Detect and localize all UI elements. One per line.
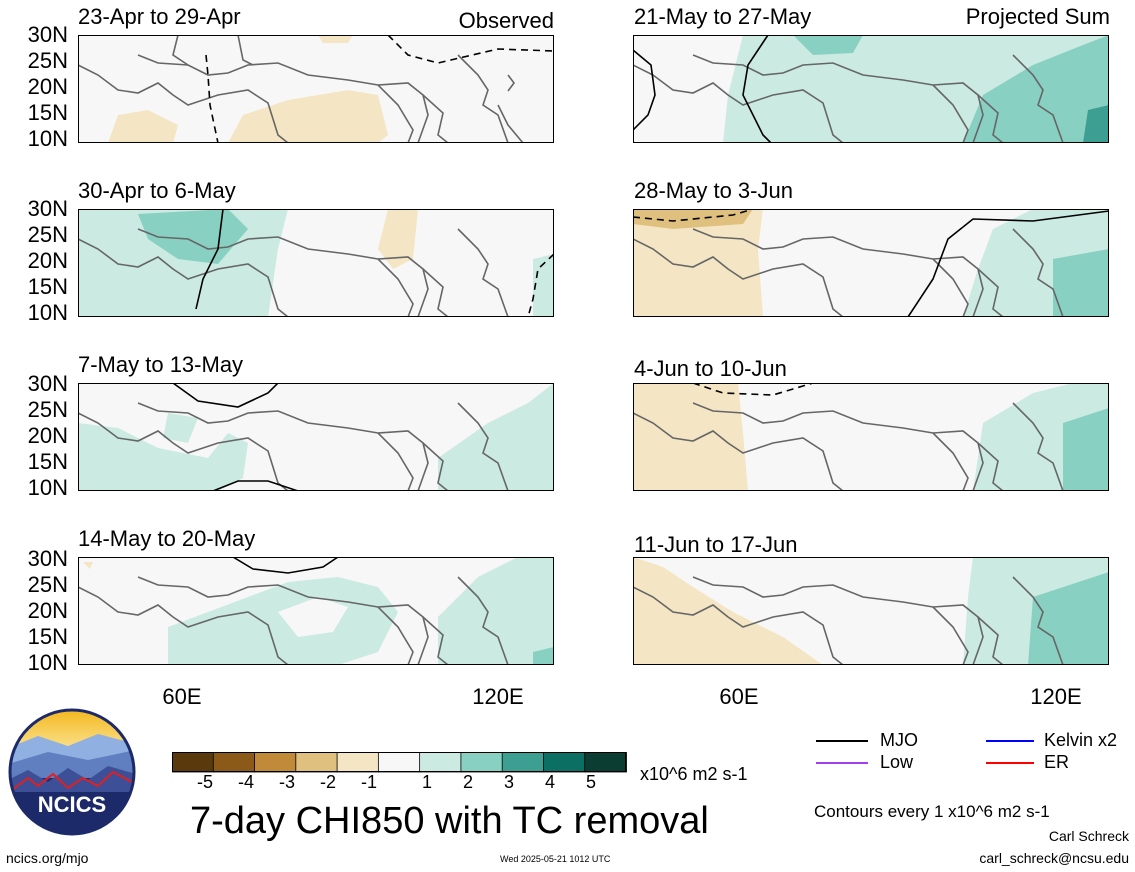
colorbar-tick: -2 [319, 772, 336, 792]
lat-label: 15N [27, 100, 68, 125]
colorbar-cell [377, 751, 421, 773]
lat-label: 15N [27, 624, 68, 649]
panel-tag-observed: Observed [458, 8, 554, 33]
lat-label: 30N [27, 196, 68, 221]
legend-item-er: ER [986, 752, 1126, 774]
legend-line-low [816, 762, 868, 764]
map-panel-8 [633, 557, 1109, 665]
legend-label-kelvin: Kelvin x2 [1044, 730, 1118, 750]
lat-label: 20N [27, 598, 68, 623]
colorbar-cell [212, 751, 256, 773]
legend-line-mjo [816, 740, 868, 742]
lat-label: 25N [27, 48, 68, 73]
colorbar-tick: -5 [196, 772, 213, 792]
panel-title-6: 28-May to 3-Jun [634, 178, 793, 203]
lat-label: 25N [27, 572, 68, 597]
map-panel-6 [633, 209, 1109, 317]
legend-line-er [986, 762, 1034, 764]
colorbar-tick: 3 [503, 772, 514, 792]
legend-label-mjo: MJO [880, 730, 918, 750]
panel-title-3: 7-May to 13-May [78, 352, 244, 377]
map-panel-3 [78, 383, 554, 491]
panel-tag-projected: Projected Sum [965, 4, 1110, 29]
lat-label: 30N [27, 22, 68, 47]
panel-title-7: 4-Jun to 10-Jun [634, 356, 787, 381]
legend-label-er: ER [1044, 752, 1070, 772]
colorbar-tick: -3 [278, 772, 295, 792]
lat-axis-row-3: 30N 25N 20N 15N 10N [6, 371, 68, 501]
lat-label: 30N [27, 371, 68, 396]
lat-label: 20N [27, 248, 68, 273]
map-panel-5 [633, 35, 1109, 143]
colorbar-cell [460, 751, 504, 773]
map-panel-2 [78, 209, 554, 317]
lat-label: 10N [27, 300, 68, 325]
colorbar-tick: 1 [421, 772, 432, 792]
colorbar-ticks: -5 -4 -3 -2 -1 1 2 3 4 5 [190, 772, 610, 796]
map-panel-7 [633, 383, 1109, 491]
lat-axis-row-4: 30N 25N 20N 15N 10N [6, 546, 68, 676]
colorbar-units: x10^6 m2 s-1 [640, 764, 748, 784]
colorbar-cell [501, 751, 545, 773]
lon-label-120e-left: 120E [472, 684, 524, 709]
colorbar-cell [295, 751, 338, 773]
legend-item-mjo: MJO [816, 730, 956, 752]
map-panel-4 [78, 557, 554, 665]
lat-label: 25N [27, 397, 68, 422]
colorbar-tick: 2 [462, 772, 473, 792]
contour-note: Contours every 1 x10^6 m2 s-1 [814, 802, 1050, 821]
site-link[interactable]: ncics.org/mjo [6, 850, 89, 866]
legend-item-kelvin: Kelvin x2 [986, 730, 1134, 752]
colorbar-tick: 5 [585, 772, 596, 792]
colorbar-tick: 4 [544, 772, 555, 792]
colorbar-cell [543, 751, 586, 773]
colorbar-cell [419, 751, 462, 773]
lon-label-60e-right: 60E [719, 684, 759, 709]
author-email[interactable]: carl_schreck@ncsu.edu [979, 850, 1129, 866]
logo-text: NCICS [38, 792, 106, 817]
lat-label: 30N [27, 546, 68, 571]
lat-axis-row-2: 30N 25N 20N 15N 10N [6, 196, 68, 326]
lat-label: 20N [27, 74, 68, 99]
colorbar-cell [336, 751, 380, 773]
timestamp: Wed 2025-05-21 1012 UTC [500, 854, 611, 864]
lat-label: 15N [27, 274, 68, 299]
panel-title-1: 23-Apr to 29-Apr [78, 4, 241, 29]
lat-axis-row-1: 30N 25N 20N 15N 10N [6, 22, 68, 152]
lat-label: 20N [27, 423, 68, 448]
lon-label-120e-right: 120E [1030, 684, 1082, 709]
lat-label: 25N [27, 222, 68, 247]
colorbar-cell [584, 751, 627, 773]
lat-label: 15N [27, 449, 68, 474]
lon-label-60e-left: 60E [162, 684, 202, 709]
lat-label: 10N [27, 650, 68, 675]
colorbar-tick: -1 [360, 772, 377, 792]
ncics-logo: NCICS [8, 708, 136, 841]
colorbar-cell [254, 751, 297, 773]
main-title: 7-day CHI850 with TC removal [190, 800, 709, 842]
map-panel-1 [78, 35, 554, 143]
panel-title-4: 14-May to 20-May [78, 526, 256, 551]
colorbar-cell [171, 751, 215, 773]
legend-line-kelvin [986, 740, 1034, 742]
lat-label: 10N [27, 475, 68, 500]
legend-label-low: Low [880, 752, 914, 772]
author-name: Carl Schreck [1048, 828, 1129, 844]
panel-title-5: 21-May to 27-May [634, 4, 812, 29]
colorbar-tick: -4 [237, 772, 254, 792]
panel-title-8: 11-Jun to 17-Jun [634, 532, 798, 557]
panel-title-2: 30-Apr to 6-May [78, 178, 236, 203]
legend-item-low: Low [816, 752, 956, 774]
lat-label: 10N [27, 126, 68, 151]
colorbar [171, 751, 628, 779]
